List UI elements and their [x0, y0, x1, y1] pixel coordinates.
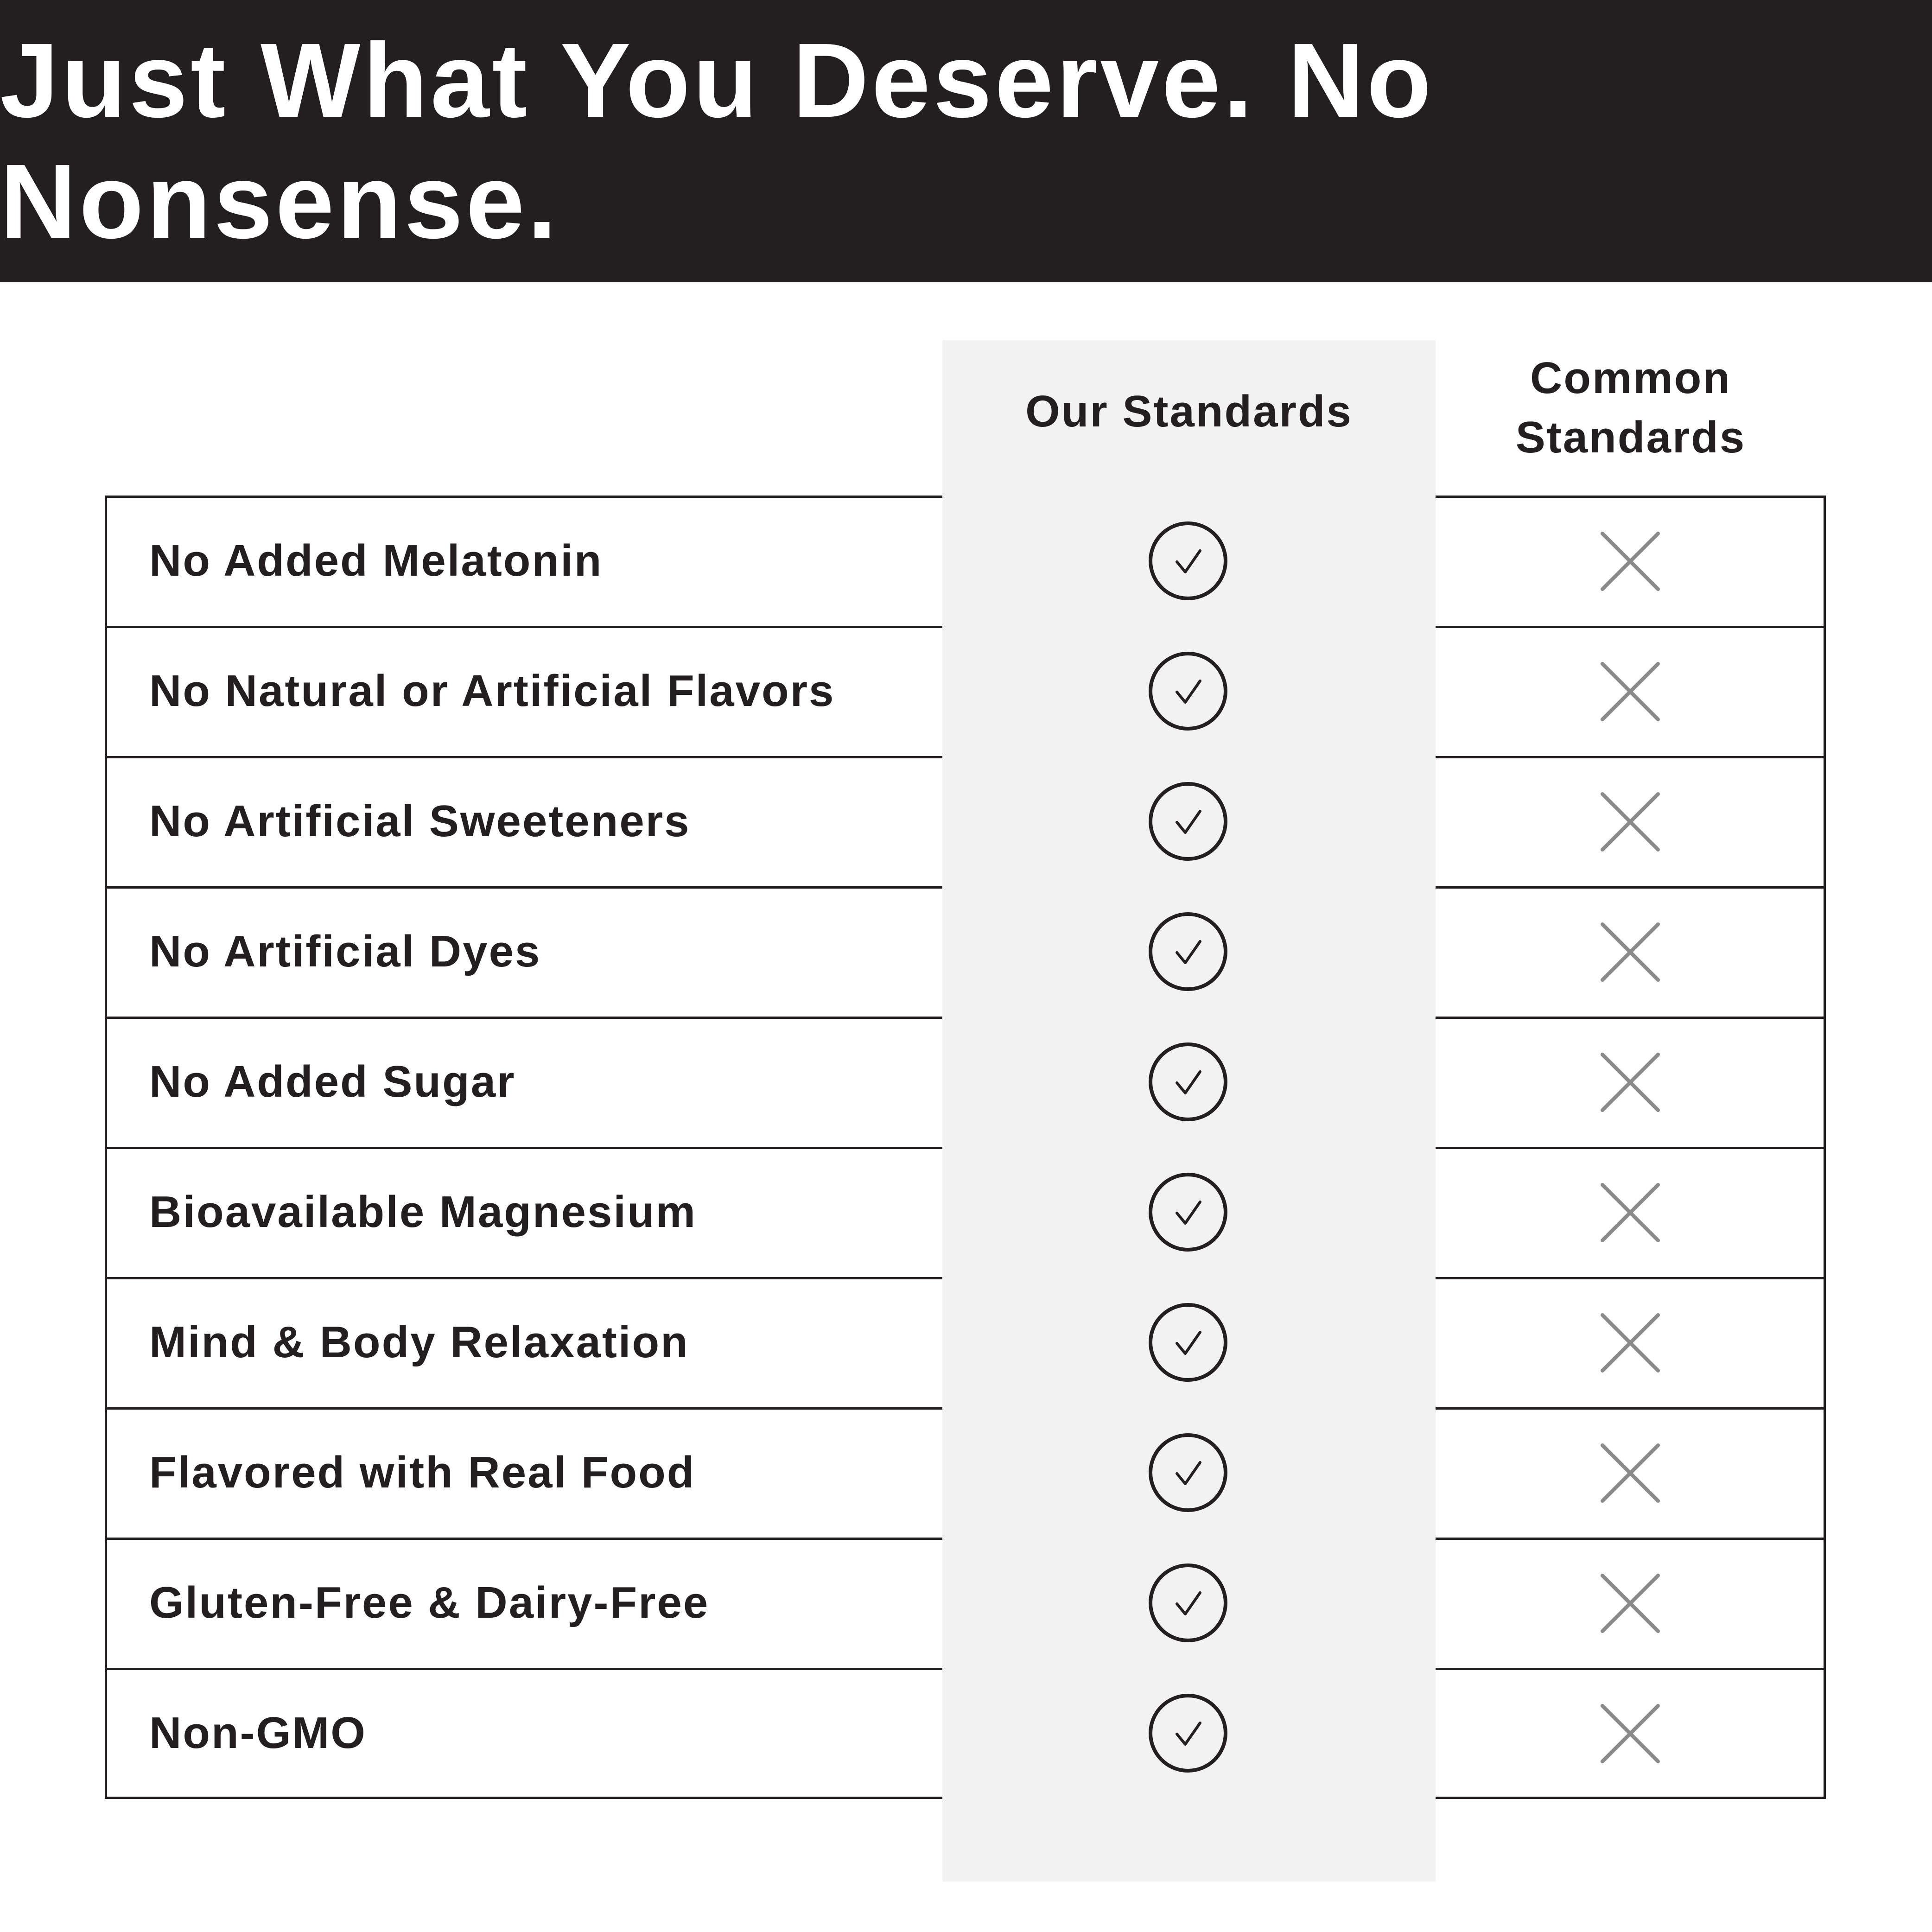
x-icon	[1601, 792, 1660, 852]
row-label: Flavored with Real Food	[149, 1448, 696, 1497]
table-bottom-border	[105, 1797, 942, 1799]
table-row: No Artificial Sweeteners	[105, 756, 1826, 886]
row-divider	[1436, 1668, 1826, 1670]
row-label: Mind & Body Relaxation	[149, 1317, 689, 1367]
x-icon	[1601, 1574, 1660, 1633]
row-divider	[105, 626, 942, 628]
row-label: No Natural or Artificial Flavors	[149, 666, 835, 716]
x-icon	[1601, 662, 1660, 721]
row-divider	[1436, 626, 1826, 628]
table-row: Gluten-Free & Dairy-Free	[105, 1538, 1826, 1668]
row-divider	[105, 1407, 942, 1410]
table-row: No Natural or Artificial Flavors	[105, 626, 1826, 756]
common-line-2: Standards	[1515, 413, 1746, 462]
table-row: Mind & Body Relaxation	[105, 1277, 1826, 1407]
row-label: No Added Sugar	[149, 1057, 516, 1106]
check-icon	[1149, 912, 1227, 991]
x-icon	[1601, 1313, 1660, 1373]
x-icon	[1601, 922, 1660, 982]
x-icon	[1601, 1704, 1660, 1763]
table-right-border	[1824, 496, 1826, 1798]
row-label: No Artificial Sweeteners	[149, 796, 691, 846]
row-divider	[105, 756, 942, 758]
row-divider	[105, 1017, 942, 1019]
row-label: No Added Melatonin	[149, 536, 603, 585]
check-icon	[1149, 1042, 1227, 1121]
table-row: No Artificial Dyes	[105, 886, 1826, 1017]
table-row: Bioavailable Magnesium	[105, 1147, 1826, 1277]
row-label: Bioavailable Magnesium	[149, 1187, 697, 1237]
row-divider	[1436, 756, 1826, 758]
row-divider	[105, 1147, 942, 1149]
check-icon	[1149, 1694, 1227, 1773]
table-row: No Added Melatonin	[105, 496, 1826, 626]
check-icon	[1149, 1303, 1227, 1382]
table-row: No Added Sugar	[105, 1017, 1826, 1147]
row-divider	[1436, 1538, 1826, 1540]
row-divider	[1436, 496, 1826, 498]
page-title: Just What You Deserve. No Nonsense.	[0, 21, 1434, 261]
row-label: No Artificial Dyes	[149, 927, 541, 976]
column-header-our-standards: Our Standards	[1025, 387, 1353, 436]
check-icon	[1149, 1173, 1227, 1252]
check-icon	[1149, 521, 1227, 600]
row-divider	[105, 1538, 942, 1540]
row-divider	[105, 496, 942, 498]
check-icon	[1149, 1563, 1227, 1642]
row-divider	[1436, 1017, 1826, 1019]
table-bottom-border	[1436, 1797, 1826, 1799]
row-label: Gluten-Free & Dairy-Free	[149, 1578, 710, 1627]
row-divider	[1436, 1147, 1826, 1149]
table-row: Non-GMO	[105, 1668, 1826, 1798]
x-icon	[1601, 1443, 1660, 1503]
column-header-common-standards: Common Standards	[1436, 349, 1826, 467]
row-divider	[105, 1277, 942, 1279]
check-icon	[1149, 652, 1227, 731]
table-row: Flavored with Real Food	[105, 1407, 1826, 1538]
x-icon	[1601, 1183, 1660, 1242]
check-icon	[1149, 1433, 1227, 1512]
row-divider	[105, 1668, 942, 1670]
row-divider	[1436, 886, 1826, 889]
row-label: Non-GMO	[149, 1708, 367, 1758]
x-icon	[1601, 1053, 1660, 1112]
check-icon	[1149, 782, 1227, 861]
common-line-1: Common	[1530, 353, 1731, 403]
row-divider	[1436, 1407, 1826, 1410]
x-icon	[1601, 532, 1660, 591]
row-divider	[105, 886, 942, 889]
header-banner: Just What You Deserve. No Nonsense.	[0, 0, 1932, 282]
table-left-border	[105, 496, 107, 1798]
row-divider	[1436, 1277, 1826, 1279]
